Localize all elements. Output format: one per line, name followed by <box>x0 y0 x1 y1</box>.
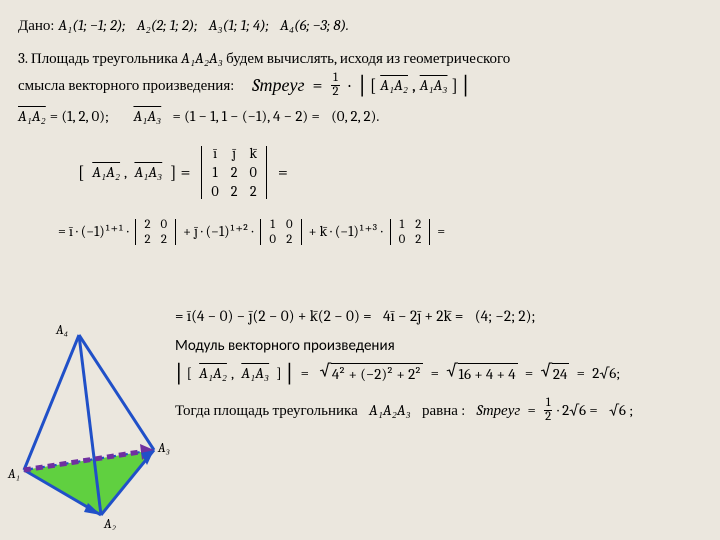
eq-end1: = <box>437 223 445 240</box>
mod-res: 2√6; <box>592 364 620 382</box>
task3-tri: A₁A₂A₃ <box>181 49 223 67</box>
lbl-A1: A₁ <box>7 467 20 482</box>
mat-j: 1002 <box>257 217 304 247</box>
task3-p1: 3. Площадь треугольника <box>18 49 178 67</box>
expand3: 4ī − 2j̄ + 2k̄ = <box>383 307 463 325</box>
task3-p3: смысла векторного произведения: <box>18 76 234 95</box>
cof-k: + k̄ · (−1)¹⁺³ · <box>309 223 383 240</box>
lbl-A3: A₃ <box>157 441 170 456</box>
given-line: Дано: A₁(1; −1; 2); A₂(2; 1; 2); A₃(1; 1… <box>18 16 702 35</box>
task-text-2: смысла векторного произведения: Sтреуг =… <box>18 72 702 99</box>
sqrt2: √16 + 4 + 4 <box>446 363 517 383</box>
vec13-c: A₁A₃ <box>134 163 162 182</box>
cross-vec: (4; −2; 2); <box>475 307 536 325</box>
eq1: = <box>309 75 327 96</box>
bar-open: | <box>358 73 366 97</box>
cof-j: + j̄ · (−1)¹⁺² · <box>183 223 253 240</box>
bar-close: | <box>462 73 470 97</box>
vectors-line: A₁A₂ = (1, 2, 0); A₁A₃ = (1 − 1, 1 − (−1… <box>18 107 702 126</box>
v13-calc: = (1 − 1, 1 − (−1), 4 − 2) = <box>173 107 320 125</box>
final-line: Тогда площадь треугольника A₁A₂A₃ равна … <box>175 397 706 424</box>
half-frac-2: 1 2 <box>543 397 553 424</box>
task3-p2: будем вычислять, исходя из геометрическо… <box>226 49 510 67</box>
vec13-a: A₁A₃ <box>420 76 448 95</box>
vec12-a: A₁A₂ <box>380 76 408 95</box>
final-text2: равна : <box>422 401 465 420</box>
vec12-b: A₁A₂ <box>18 107 46 126</box>
br-open: [ <box>370 75 376 96</box>
vec12-c: A₁A₂ <box>92 163 120 182</box>
v12-eq: = (1, 2, 0); <box>50 107 109 125</box>
final-ans: √6 ; <box>609 401 633 419</box>
dot1: · <box>344 75 354 96</box>
cofactor-line: = ī · (−1)¹⁺¹ · 2022 + j̄ · (−1)¹⁺² · 10… <box>58 217 702 247</box>
lbl-A4: A₄ <box>55 323 69 338</box>
mat-i: 2022 <box>132 217 179 247</box>
given-label: Дано: <box>18 16 54 35</box>
cross-setup: [ A₁A₂, A₁A₃ ] = īj̄k̄ 120 022 = <box>78 144 702 201</box>
mod-line: | [ A₁A₂, A₁A₃ ] | = √4² + (−2)² + 2² = … <box>175 361 706 385</box>
lbl-A2: A₂ <box>103 517 117 530</box>
pt-A1: A₁(1; −1; 2); <box>58 16 125 35</box>
sqrt1: √4² + (−2)² + 2² <box>319 363 423 383</box>
s-label: Sтреуг <box>252 75 304 96</box>
pt-A3: A₃(1; 1; 4); <box>209 16 269 35</box>
half-frac: 1 2 <box>330 72 340 99</box>
final-s: Sтреуг <box>477 401 521 420</box>
pt-A2: A₂(2; 1; 2); <box>137 16 198 35</box>
main-matrix: īj̄k̄ 120 022 <box>198 144 270 201</box>
expand2: = ī(4 − 0) − j̄(2 − 0) + k̄(2 − 0) = <box>175 307 372 325</box>
tetrahedron-figure: A₁ A₂ A₃ A₄ <box>6 320 176 530</box>
cof-i: = ī · (−1)¹⁺¹ · <box>58 223 128 240</box>
mod-label: Модуль векторного произведения <box>175 337 706 355</box>
final-text: Тогда площадь треугольника <box>175 401 358 420</box>
task-text: 3. Площадь треугольника A₁A₂A₃ будем выч… <box>18 49 702 68</box>
final-tri: A₁A₂A₃ <box>369 401 411 420</box>
v13-val: (0, 2, 2). <box>331 107 379 125</box>
pt-A4: A₄(6; −3; 8). <box>280 16 349 35</box>
vec13-b: A₁A₃ <box>133 107 161 126</box>
br-close: ] <box>451 75 457 96</box>
mat-k: 1202 <box>387 217 434 247</box>
final-calc: · 2√6 = <box>557 401 598 419</box>
expand-line: = ī(4 − 0) − j̄(2 − 0) + k̄(2 − 0) = 4ī … <box>175 307 706 325</box>
sqrt3: √24 <box>541 363 570 383</box>
